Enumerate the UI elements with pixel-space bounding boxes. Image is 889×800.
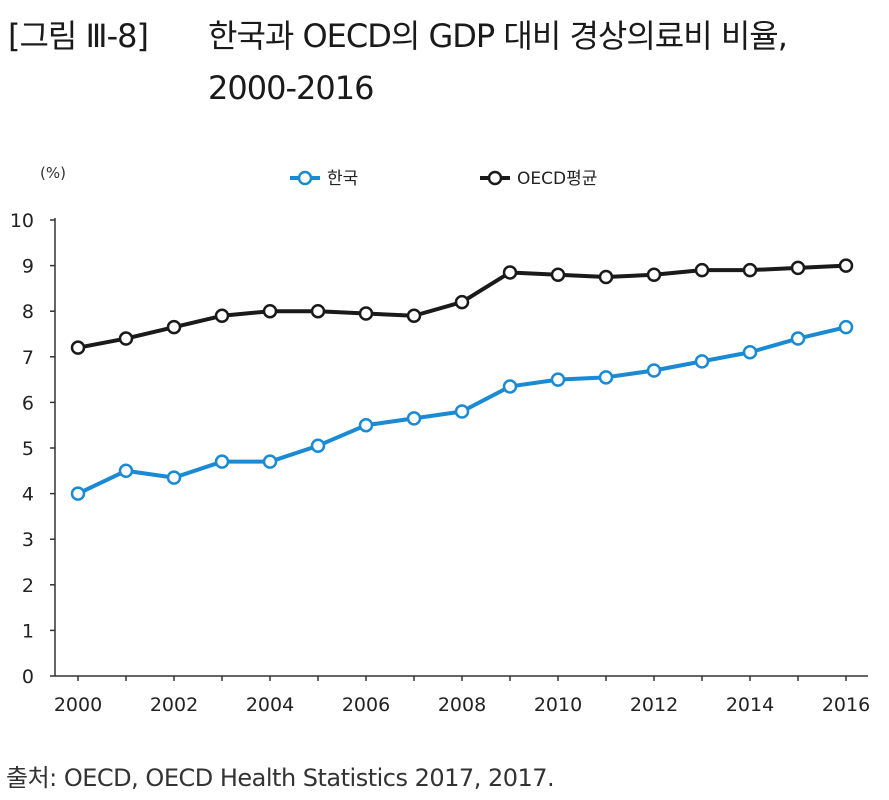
data-point-oecd	[550, 267, 566, 282]
data-point-oecd	[406, 308, 422, 324]
source-note: 출처: OECD, OECD Health Statistics 2017, 2…	[6, 764, 555, 792]
data-point-korea	[694, 354, 710, 369]
chart-axes: 0 1 2 3 4 5 6 7 8 9 10 2000 2002 2004 2006 2008 2010 2012…	[10, 210, 870, 716]
x-tick-label: 2006	[342, 694, 390, 716]
figure-label: [그림 Ⅲ-8]	[8, 17, 149, 55]
line-chart: (%) 한국 OECD평균 0 1 2 3 4 5 6 7 8 9 10 2000 2002 2004 200…	[10, 164, 870, 716]
data-point-korea	[502, 379, 518, 394]
data-point-korea	[646, 363, 662, 378]
data-point-korea	[454, 404, 470, 419]
data-point-korea	[310, 438, 326, 453]
data-point-oecd	[118, 331, 134, 346]
data-point-oecd	[694, 262, 710, 278]
y-tick-label: 9	[22, 256, 34, 278]
data-point-oecd	[70, 340, 86, 355]
data-point-korea	[838, 319, 854, 335]
data-point-oecd	[502, 265, 518, 280]
figure-title-line2: 2000-2016	[208, 69, 374, 107]
data-point-oecd	[790, 260, 806, 276]
data-point-oecd	[454, 294, 470, 310]
data-point-oecd	[646, 267, 662, 282]
x-tick-label: 2008	[438, 694, 486, 716]
data-point-oecd	[598, 269, 614, 285]
x-tick-label: 2012	[630, 694, 678, 716]
x-tick-label: 2016	[822, 694, 870, 716]
data-point-korea	[742, 344, 758, 360]
x-tick-label: 2004	[246, 694, 294, 716]
x-tick-label: 2010	[534, 694, 582, 716]
data-point-korea	[262, 454, 278, 469]
x-tick-label: 2014	[726, 694, 774, 716]
legend-marker	[487, 170, 503, 186]
y-tick-label: 2	[22, 575, 34, 597]
data-point-korea	[358, 417, 374, 433]
y-tick-label: 0	[22, 666, 34, 688]
data-point-oecd	[838, 258, 854, 273]
data-point-oecd	[214, 308, 230, 324]
data-point-oecd	[310, 303, 326, 319]
data-point-korea	[214, 454, 230, 469]
data-point-korea	[406, 411, 422, 426]
data-point-oecd	[742, 262, 758, 278]
y-unit-label: (%)	[40, 164, 66, 182]
legend-label: 한국	[327, 169, 358, 189]
data-point-korea	[70, 486, 86, 501]
data-point-korea	[550, 372, 566, 387]
data-point-oecd	[358, 306, 374, 321]
x-tick-label: 2000	[54, 694, 102, 716]
data-point-oecd	[166, 319, 182, 335]
data-point-oecd	[262, 303, 278, 319]
y-tick-label: 5	[22, 438, 34, 460]
y-tick-label: 3	[22, 529, 34, 551]
y-tick-label: 8	[22, 301, 34, 323]
y-tick-label: 10	[10, 210, 34, 232]
y-tick-label: 4	[22, 484, 34, 506]
legend-label: OECD평균	[517, 169, 597, 189]
data-point-korea	[790, 331, 806, 346]
x-tick-label: 2002	[150, 694, 198, 716]
y-tick-label: 6	[22, 392, 34, 414]
y-tick-label: 1	[22, 620, 34, 642]
data-point-korea	[118, 463, 134, 479]
legend-marker	[297, 170, 313, 186]
figure-title-block: [그림 Ⅲ-8] 한국과 OECD의 GDP 대비 경상의료비 비율, 2000…	[8, 10, 878, 114]
y-tick-label: 7	[22, 347, 34, 369]
data-point-korea	[598, 370, 614, 385]
chart-legend: 한국 OECD평균	[290, 169, 597, 189]
figure-title: 한국과 OECD의 GDP 대비 경상의료비 비율,	[208, 17, 788, 55]
chart-series	[70, 258, 854, 501]
data-point-korea	[166, 470, 182, 485]
